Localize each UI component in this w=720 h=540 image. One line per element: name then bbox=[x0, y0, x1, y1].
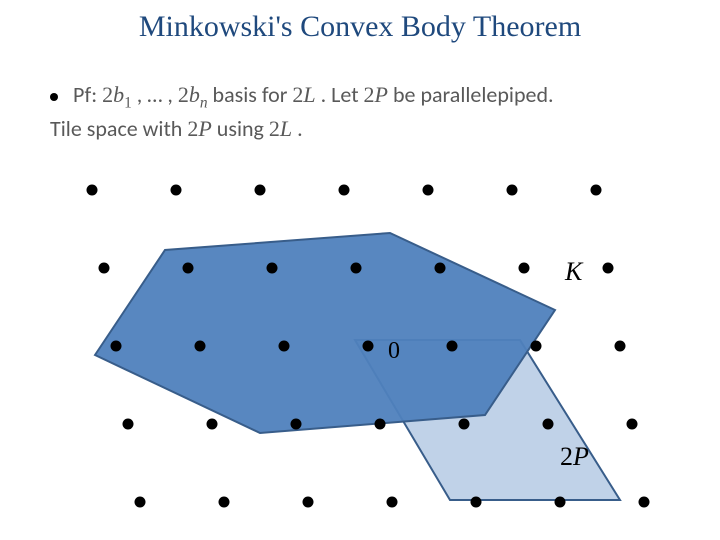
math-2b1-2: 2 bbox=[102, 82, 113, 107]
lattice-dot bbox=[219, 497, 230, 508]
math-2bn-b: b bbox=[189, 82, 200, 107]
lattice-dot bbox=[195, 341, 206, 352]
diagram: K 2P 0 bbox=[0, 160, 720, 540]
text-basis-for: basis for bbox=[213, 81, 293, 108]
text-tail2: . bbox=[297, 115, 303, 142]
lattice-dot bbox=[459, 419, 470, 430]
lattice-dot bbox=[339, 185, 350, 196]
math-dots: , … , bbox=[137, 81, 178, 108]
proof-body: Pf: 2b1 , … , 2bn basis for 2L . Let 2P … bbox=[50, 80, 690, 144]
text-using: using bbox=[217, 115, 269, 142]
math-2L-2b: 2 bbox=[269, 116, 280, 141]
lattice-dot bbox=[135, 497, 146, 508]
lattice-dot bbox=[351, 263, 362, 274]
lattice-dot bbox=[171, 185, 182, 196]
math-2b1-sub: 1 bbox=[124, 94, 132, 111]
lattice-dot bbox=[387, 497, 398, 508]
math-2L-2a: 2 bbox=[292, 82, 303, 107]
math-2bn-sub: n bbox=[200, 94, 208, 111]
lattice-dot bbox=[279, 341, 290, 352]
proof-prefix: Pf: bbox=[73, 81, 102, 108]
math-2L-La: L bbox=[303, 82, 315, 107]
lattice-dot bbox=[111, 341, 122, 352]
lattice-dot bbox=[507, 185, 518, 196]
label-origin: 0 bbox=[388, 338, 400, 364]
lattice-dot bbox=[627, 419, 638, 430]
text-tail1: be parallelepiped. bbox=[393, 81, 554, 108]
title-text: Minkowski's Convex Body Theorem bbox=[139, 10, 581, 43]
math-2P-Pb: P bbox=[198, 116, 211, 141]
lattice-dot bbox=[291, 419, 302, 430]
lattice-dot bbox=[591, 185, 602, 196]
bullet-icon bbox=[50, 93, 58, 101]
lattice-dot bbox=[615, 341, 626, 352]
lattice-dot bbox=[543, 419, 554, 430]
math-2P-2b: 2 bbox=[187, 116, 198, 141]
math-2L-Lb: L bbox=[280, 116, 292, 141]
math-2P-Pa: P bbox=[375, 82, 388, 107]
lattice-dot bbox=[471, 497, 482, 508]
lattice-dot bbox=[207, 419, 218, 430]
diagram-svg: K 2P 0 bbox=[0, 160, 720, 540]
lattice-dot bbox=[423, 185, 434, 196]
lattice-dot bbox=[639, 497, 650, 508]
math-2bn-2: 2 bbox=[178, 82, 189, 107]
lattice-dot bbox=[183, 263, 194, 274]
label-k: K bbox=[564, 257, 584, 286]
lattice-dot bbox=[555, 497, 566, 508]
shape-k bbox=[95, 233, 555, 433]
text-tile: Tile space with bbox=[50, 115, 187, 142]
lattice-dot bbox=[531, 341, 542, 352]
math-2P-2a: 2 bbox=[364, 82, 375, 107]
lattice-dot bbox=[519, 263, 530, 274]
lattice-dot bbox=[267, 263, 278, 274]
lattice-dot bbox=[255, 185, 266, 196]
lattice-dot bbox=[435, 263, 446, 274]
slide-title: Minkowski's Convex Body Theorem bbox=[0, 10, 720, 44]
text-let: . Let bbox=[321, 81, 364, 108]
lattice-dot bbox=[99, 263, 110, 274]
lattice-dot bbox=[363, 341, 374, 352]
lattice-dot bbox=[603, 263, 614, 274]
label-2p: 2P bbox=[560, 442, 589, 471]
lattice-dot bbox=[87, 185, 98, 196]
math-2b1-b: b bbox=[113, 82, 124, 107]
slide: Minkowski's Convex Body Theorem Pf: 2b1 … bbox=[0, 0, 720, 540]
lattice-dot bbox=[447, 341, 458, 352]
lattice-dot bbox=[375, 419, 386, 430]
lattice-dot bbox=[303, 497, 314, 508]
lattice-dot bbox=[123, 419, 134, 430]
